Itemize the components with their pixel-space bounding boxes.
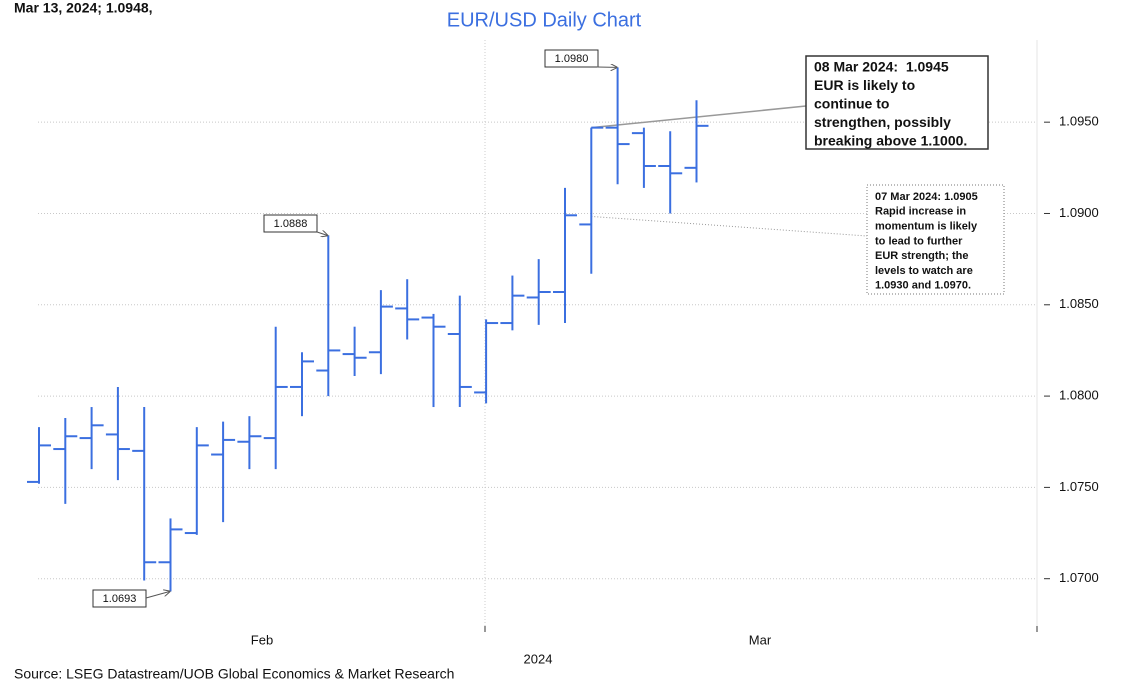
x-tick-label: Feb (251, 632, 273, 647)
callout-arrow (145, 591, 170, 599)
y-tick-label: 1.0900 (1059, 205, 1099, 220)
y-tick-label: 1.0850 (1059, 296, 1099, 311)
callout-label: 1.0693 (103, 593, 137, 605)
note-line: 07 Mar 2024: 1.0905 (875, 191, 978, 203)
callout-label: 1.0888 (274, 218, 308, 230)
callout-box (92, 589, 147, 608)
note-line: EUR is likely to (814, 77, 915, 93)
note-line: strengthen, possibly (814, 114, 951, 130)
y-tick-label: 1.0800 (1059, 388, 1099, 403)
callout-box (544, 49, 599, 68)
note-box (866, 184, 1005, 295)
note-line: Rapid increase in (875, 206, 966, 218)
note-line: breaking above 1.1000. (814, 133, 967, 149)
header: Mar 13, 2024; 1.0948, (14, 0, 153, 16)
source: Source: LSEG Datastream/UOB Global Econo… (14, 666, 454, 682)
y-tick-label: 1.0750 (1059, 479, 1099, 494)
chart-title: EUR/USD Daily Chart (447, 9, 642, 31)
x-tick-label: Mar (749, 632, 772, 647)
y-tick-label: 1.0950 (1059, 114, 1099, 129)
x-axis-label: 2024 (524, 651, 553, 666)
callout-box (263, 214, 318, 233)
leader-line (591, 215, 868, 237)
note-line: to lead to further (875, 235, 963, 247)
leader-line (591, 105, 807, 129)
note-line: continue to (814, 96, 889, 112)
callout-label: 1.0980 (555, 53, 589, 65)
note-line: 08 Mar 2024: 1.0945 (814, 59, 949, 75)
note-line: momentum is likely (875, 221, 978, 233)
note-line: EUR strength; the (875, 250, 969, 262)
note-line: 1.0930 and 1.0970. (875, 280, 971, 292)
note-line: levels to watch are (875, 265, 973, 277)
y-tick-label: 1.0700 (1059, 570, 1099, 585)
note-box (805, 55, 989, 150)
callout-arrow (316, 232, 327, 235)
